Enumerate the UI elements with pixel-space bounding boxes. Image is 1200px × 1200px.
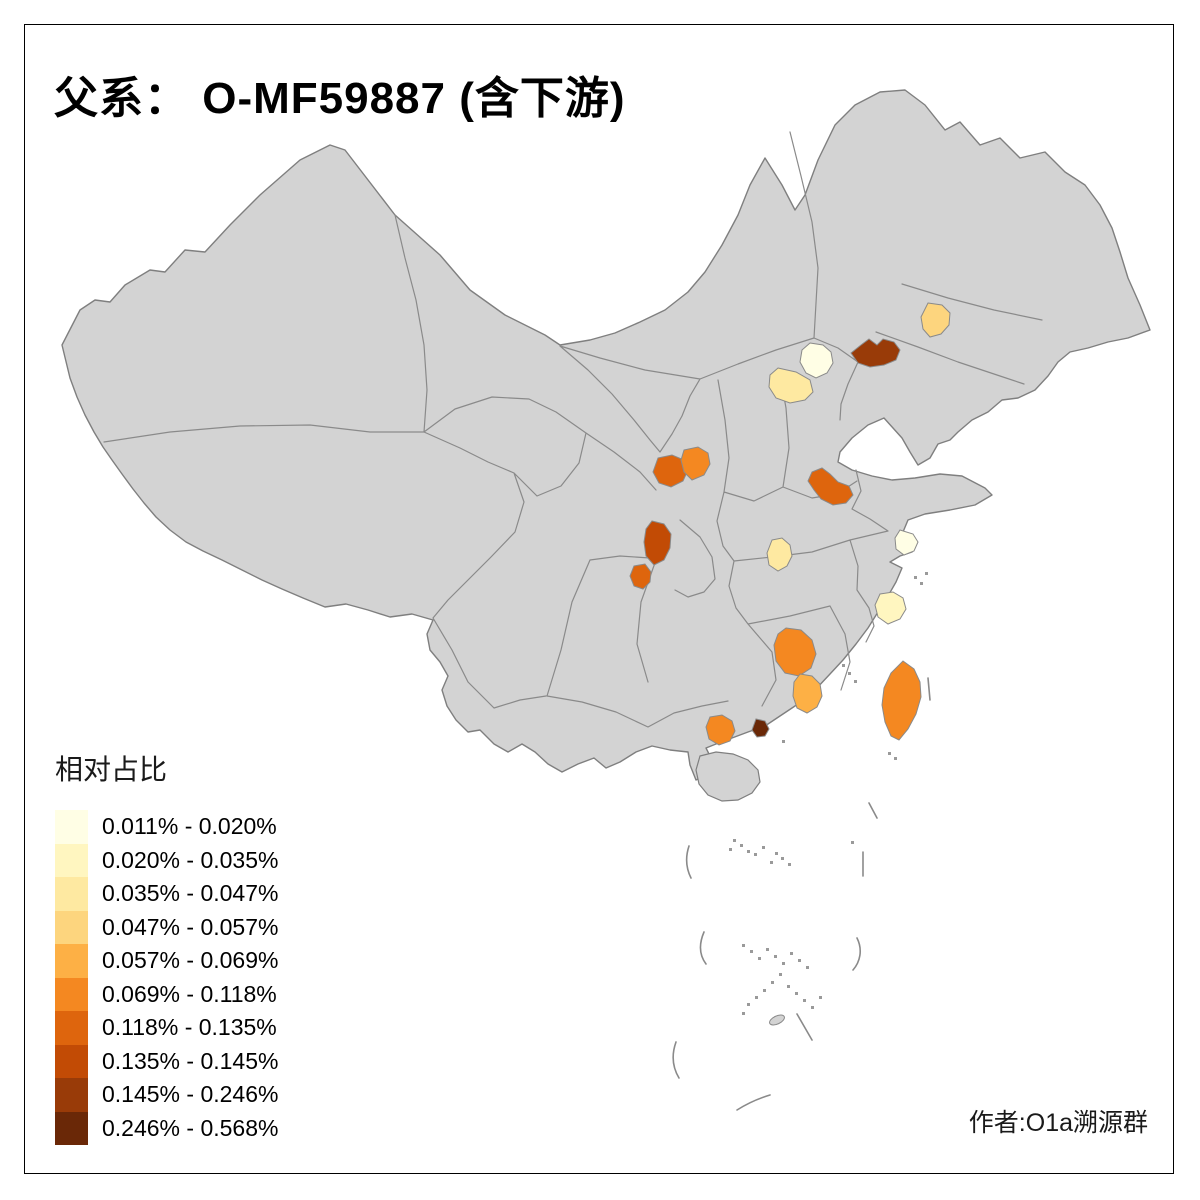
legend-swatch bbox=[55, 944, 88, 978]
legend-item: 0.011% - 0.020% bbox=[55, 810, 278, 844]
figure-title: 父系： O-MF59887 (含下游) bbox=[54, 74, 626, 123]
attribution-text: 作者:O1a溯源群 bbox=[968, 1109, 1148, 1137]
legend-item: 0.020% - 0.035% bbox=[55, 843, 279, 877]
legend-swatch bbox=[55, 877, 88, 911]
legend-item: 0.057% - 0.069% bbox=[55, 944, 278, 978]
map-region-shenyang-area bbox=[920, 302, 951, 338]
figure-border bbox=[24, 24, 1174, 1174]
legend-label: 0.246% - 0.568% bbox=[102, 1114, 279, 1141]
legend-label: 0.135% - 0.145% bbox=[102, 1047, 279, 1074]
legend-item: 0.246% - 0.568% bbox=[55, 1111, 279, 1145]
map-region-chengdu-sichuan bbox=[643, 520, 672, 566]
legend-swatch bbox=[55, 810, 88, 844]
legend-item: 0.145% - 0.246% bbox=[55, 1078, 278, 1112]
map-region-beijing bbox=[799, 342, 834, 379]
map-region-east-guangdong bbox=[792, 673, 823, 714]
legend-label: 0.047% - 0.057% bbox=[102, 913, 279, 940]
legend-swatch bbox=[55, 1111, 88, 1145]
map-region-nanjing-jiangsu bbox=[807, 467, 854, 506]
legend-item: 0.118% - 0.135% bbox=[55, 1011, 278, 1045]
map-region-west-shaanxi bbox=[652, 454, 689, 488]
map-regions bbox=[629, 302, 951, 746]
legend-label: 0.145% - 0.246% bbox=[102, 1081, 279, 1108]
map-region-wuhan-hubei bbox=[766, 537, 793, 572]
legend-item: 0.035% - 0.047% bbox=[55, 877, 278, 911]
legend-item: 0.047% - 0.057% bbox=[55, 910, 279, 944]
legend-swatch bbox=[55, 910, 88, 944]
legend-title: 相对占比 bbox=[55, 754, 168, 785]
legend-item: 0.135% - 0.145% bbox=[55, 1044, 279, 1078]
hainan-island bbox=[695, 751, 761, 802]
legend-swatch bbox=[55, 1011, 88, 1045]
legend-swatch bbox=[55, 1044, 88, 1078]
legend-label: 0.118% - 0.135% bbox=[102, 1014, 277, 1041]
legend-label: 0.020% - 0.035% bbox=[102, 846, 279, 873]
map-region-south-sichuan bbox=[629, 563, 652, 590]
legend-label: 0.069% - 0.118% bbox=[102, 980, 277, 1007]
map-region-west-guangdong bbox=[705, 714, 736, 746]
map-region-taiwan bbox=[881, 660, 922, 741]
legend-item: 0.069% - 0.118% bbox=[55, 977, 278, 1011]
province-borders bbox=[103, 131, 1043, 728]
map-region-pearl-river-delta bbox=[751, 718, 770, 738]
legend-swatch bbox=[55, 977, 88, 1011]
legend-label: 0.011% - 0.020% bbox=[102, 813, 277, 840]
map-region-south-zhejiang bbox=[874, 591, 907, 625]
legend-swatch bbox=[55, 843, 88, 877]
map-region-central-hebei bbox=[768, 367, 814, 404]
map-region-west-liaoning bbox=[850, 338, 901, 368]
legend-items: 0.011% - 0.020% 0.020% - 0.035% 0.035% - 0… bbox=[55, 810, 278, 1145]
legend-swatch bbox=[55, 1078, 88, 1112]
map-region-shanghai bbox=[894, 529, 919, 556]
legend-label: 0.057% - 0.069% bbox=[102, 947, 279, 974]
map-region-central-shaanxi bbox=[680, 446, 711, 481]
legend: 相对占比 0.011% - 0.020% 0.020% - 0.035% 0.035… bbox=[55, 748, 278, 1145]
sea-boundary-dashes bbox=[672, 677, 931, 1111]
south-china-sea-islands bbox=[729, 572, 928, 1026]
legend-label: 0.035% - 0.047% bbox=[102, 880, 279, 907]
